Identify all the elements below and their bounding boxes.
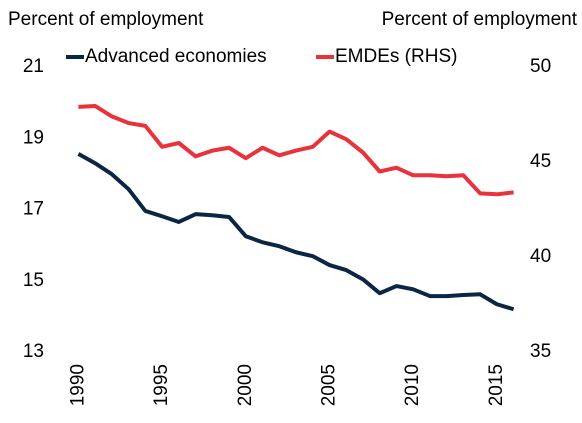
y-axis-label: Percent of employment (8, 9, 204, 30)
legend-label: EMDEs (RHS) (335, 46, 457, 67)
y-tick-label: 17 (23, 199, 44, 220)
y2-axis-label: Percent of employment (382, 9, 578, 30)
y2-tick-label: 45 (530, 151, 551, 172)
y-tick-label: 13 (23, 341, 44, 362)
line-series (77, 152, 515, 312)
y-tick-label: 15 (23, 270, 44, 291)
x-tick-label: 2000 (235, 364, 256, 406)
x-tick-label: 1995 (151, 364, 172, 406)
x-tick-label: 2005 (318, 364, 339, 406)
x-tick-label: 2010 (402, 364, 423, 406)
y2-tick-label: 40 (530, 246, 551, 267)
y2-tick-label: 50 (530, 56, 551, 77)
x-tick-label: 2015 (486, 364, 507, 406)
y2-tick-label: 35 (530, 341, 551, 362)
legend-label: Advanced economies (85, 46, 267, 67)
y-tick-label: 19 (23, 127, 44, 148)
y-tick-label: 21 (23, 56, 44, 77)
line-series (78, 103, 514, 197)
x-tick-label: 1990 (67, 364, 88, 406)
